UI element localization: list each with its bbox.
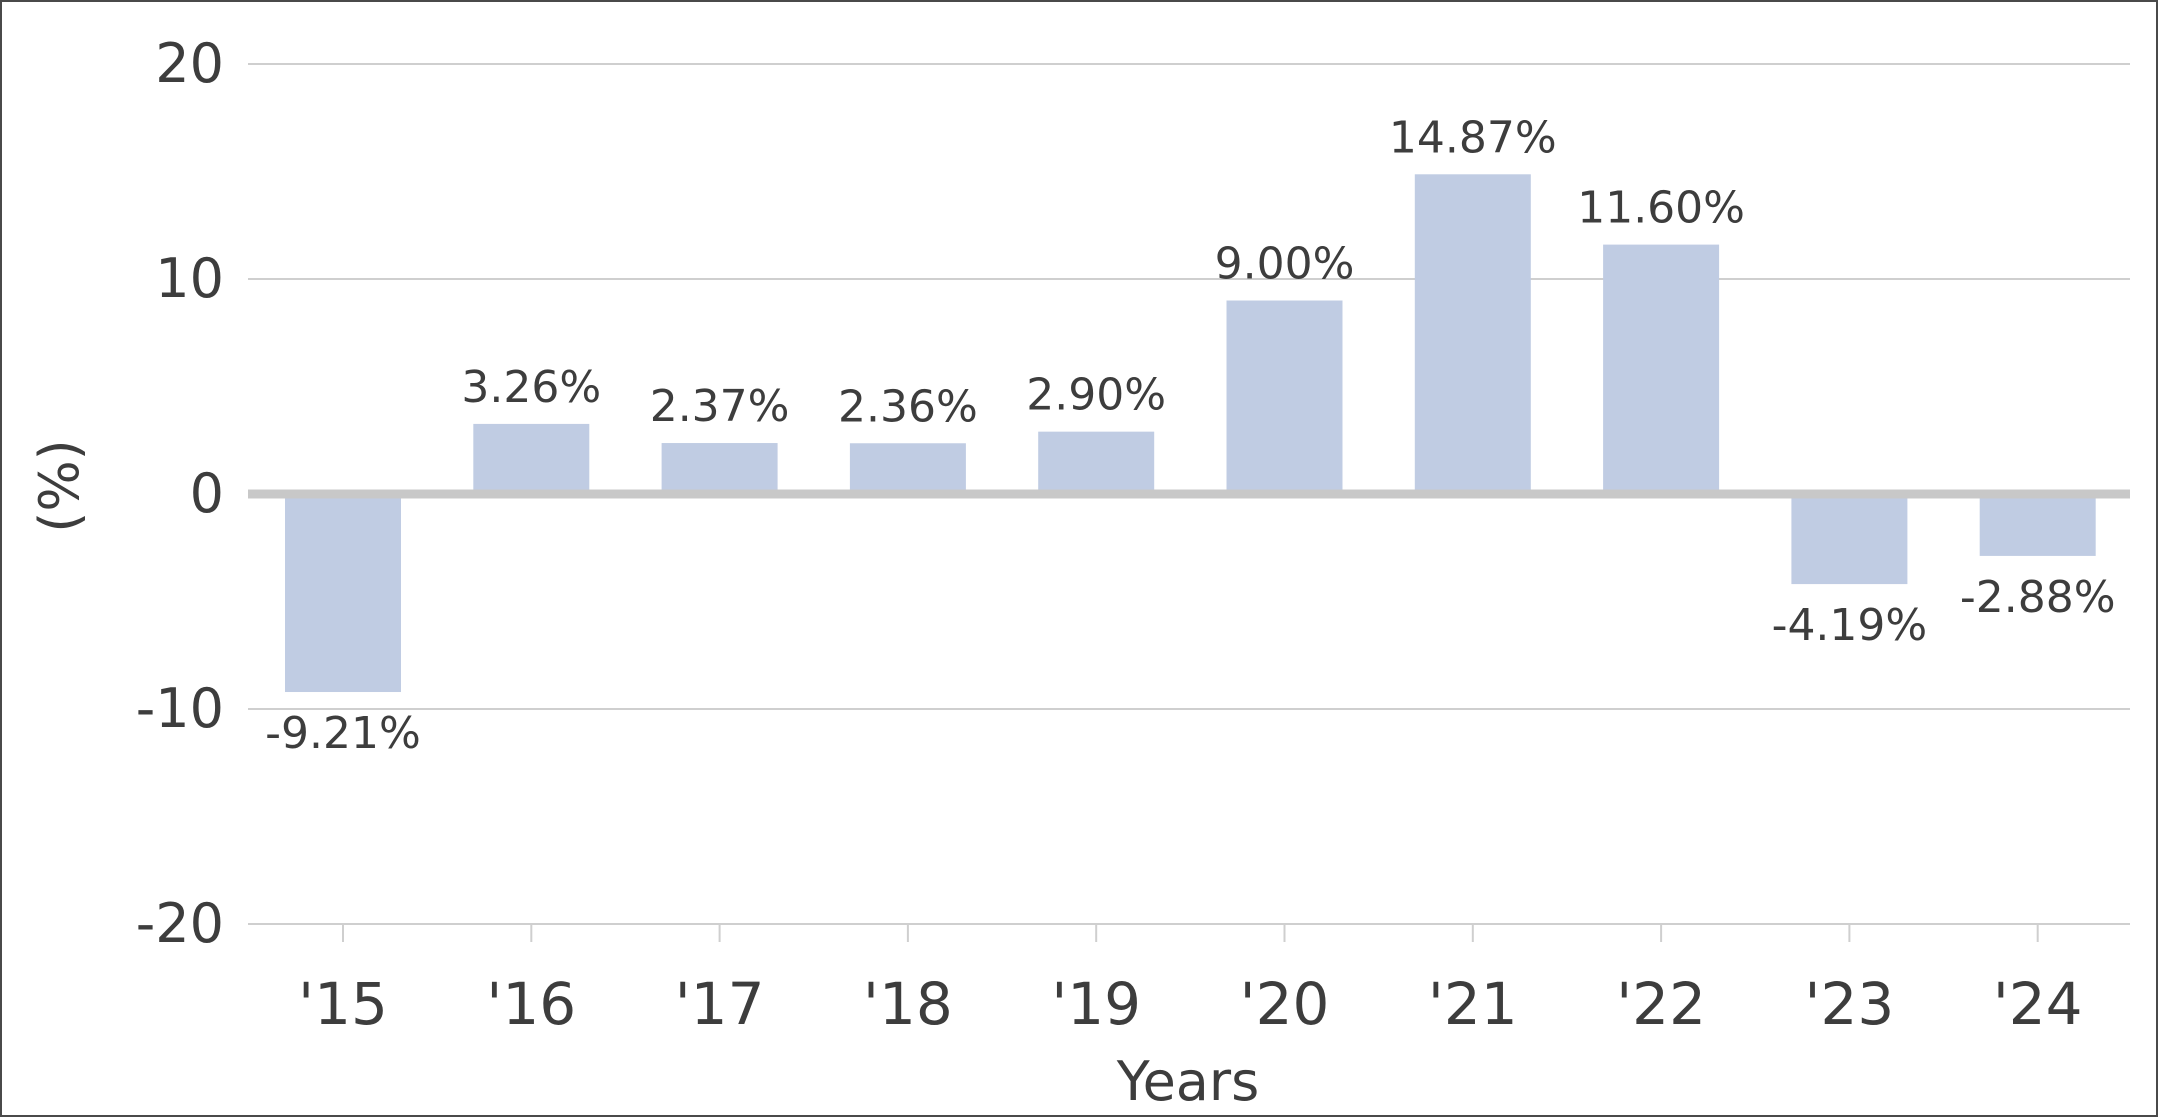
- bar: [1414, 174, 1531, 495]
- data-label: 9.00%: [1215, 239, 1355, 290]
- data-label: -2.88%: [1960, 572, 2116, 623]
- bar: [285, 494, 401, 693]
- data-label: -4.19%: [1772, 600, 1928, 651]
- data-label: 14.87%: [1389, 112, 1557, 163]
- data-labels: -9.21% 3.26% 2.37% 2.36% 2.90% 9.00% 14.87% 11.…: [265, 112, 2115, 759]
- bar: [661, 443, 778, 494]
- bar: [1226, 300, 1343, 494]
- bar: [1979, 494, 2096, 556]
- x-tick-label: '20: [1240, 970, 1330, 1038]
- y-tick-label: 20: [155, 32, 224, 95]
- ticks: 20 10 0 -10 -20 '15 '16 '17 '18 '19 '20 '21 '22 '23 '2…: [136, 32, 2083, 1038]
- x-tick-label: '23: [1805, 970, 1895, 1038]
- bar: [1791, 494, 1908, 585]
- x-tick-label: '17: [675, 970, 765, 1038]
- x-tick-label: '22: [1616, 970, 1706, 1038]
- data-label: 2.36%: [838, 381, 978, 432]
- x-axis-title: Years: [1116, 1050, 1259, 1113]
- data-label: 2.90%: [1026, 370, 1166, 421]
- y-tick-label: 10: [155, 247, 224, 310]
- x-tick-label: '18: [863, 970, 953, 1038]
- y-tick-label: -20: [136, 892, 224, 955]
- x-tick-label: '21: [1428, 970, 1518, 1038]
- data-label: 3.26%: [461, 362, 601, 413]
- data-label: 11.60%: [1577, 183, 1745, 234]
- y-tick-label: -10: [136, 677, 224, 740]
- data-label: -9.21%: [265, 708, 421, 759]
- gridlines: [248, 63, 2130, 925]
- x-tick-label: '19: [1051, 970, 1141, 1038]
- x-tick-label: '24: [1993, 970, 2083, 1038]
- x-tick-label: '16: [486, 970, 576, 1038]
- y-tick-label: 0: [190, 462, 224, 525]
- data-label: 2.37%: [650, 381, 790, 432]
- bar: [849, 443, 966, 494]
- y-axis-title: (%): [28, 439, 91, 532]
- bar: [1603, 244, 1720, 494]
- x-tick-label: '15: [298, 970, 388, 1038]
- bars: [285, 174, 2096, 693]
- bar: [473, 423, 590, 494]
- bar: [1038, 431, 1155, 494]
